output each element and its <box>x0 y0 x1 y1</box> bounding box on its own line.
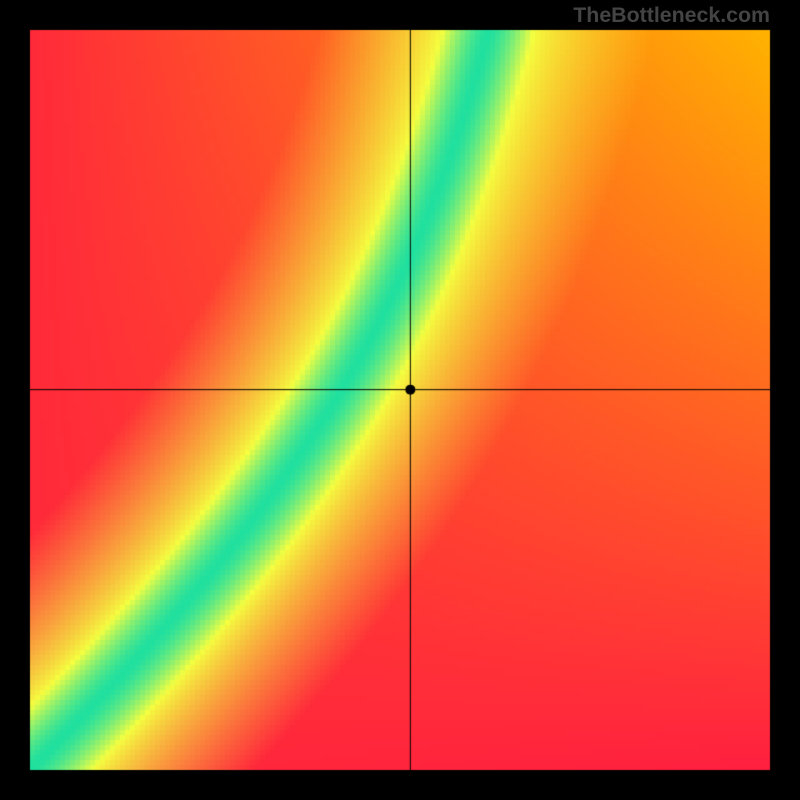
heatmap-canvas <box>0 0 800 800</box>
plot-frame <box>0 0 800 800</box>
attribution-text: TheBottleneck.com <box>573 3 770 28</box>
